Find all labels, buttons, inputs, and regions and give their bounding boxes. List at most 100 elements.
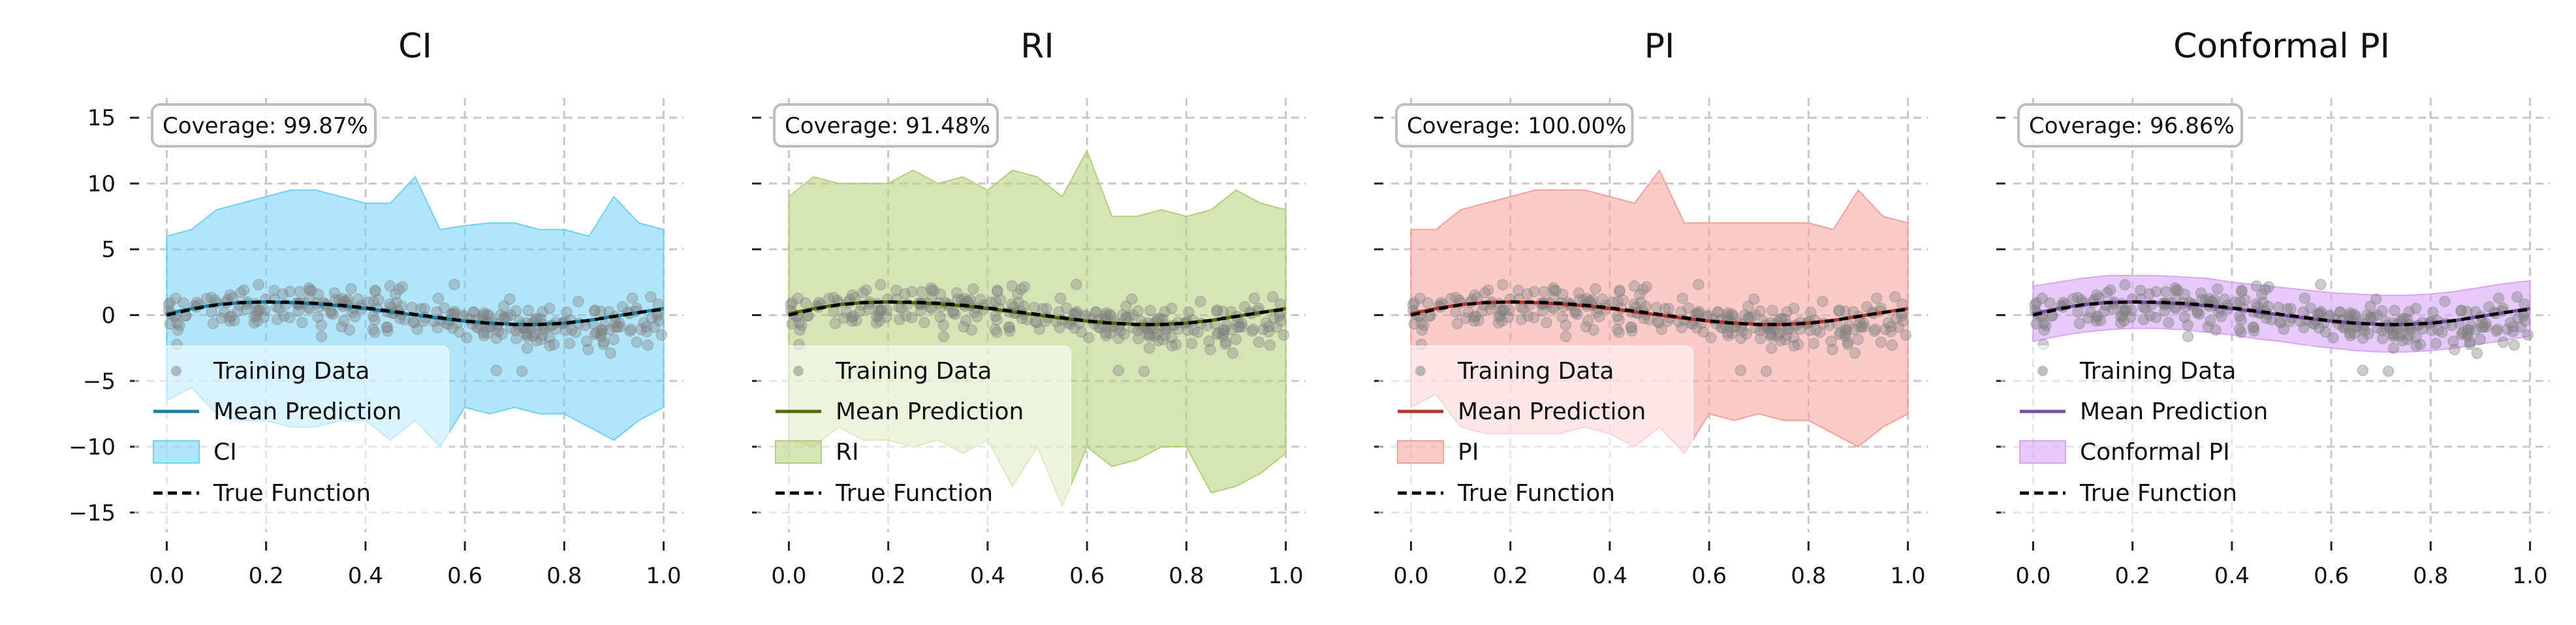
training-point (631, 336, 643, 348)
training-point (1746, 311, 1757, 323)
training-point (510, 332, 522, 345)
training-point (2348, 308, 2360, 321)
training-point (1839, 327, 1851, 340)
training-point (1227, 347, 1239, 359)
training-point (1722, 307, 1735, 319)
training-point (1780, 334, 1791, 345)
training-point (496, 328, 508, 340)
training-point (529, 328, 541, 340)
training-point (2376, 305, 2389, 317)
training-point (467, 306, 480, 318)
training-point (589, 304, 601, 316)
training-point (845, 311, 858, 323)
training-point (1556, 311, 1568, 323)
training-point (2403, 306, 2415, 318)
training-point (1476, 305, 1488, 317)
training-point (595, 306, 607, 317)
training-point (548, 338, 560, 351)
training-point (312, 311, 324, 323)
training-point (537, 329, 548, 342)
training-point (916, 285, 928, 298)
training-point (1060, 302, 1073, 314)
training-point (368, 296, 380, 308)
training-point (390, 296, 403, 308)
training-point (1513, 284, 1524, 296)
training-point (215, 312, 228, 324)
training-point (478, 307, 490, 319)
training-point (1018, 281, 1030, 293)
training-point (1521, 288, 1533, 300)
training-point (349, 311, 361, 323)
x-tick-label: 0.8 (546, 563, 582, 589)
training-point (1869, 323, 1881, 336)
training-point (543, 302, 556, 315)
panel-title: Conformal PI (2173, 27, 2390, 66)
training-point (2396, 334, 2409, 347)
training-point (1522, 310, 1534, 322)
training-point (251, 304, 263, 317)
training-point (2410, 302, 2422, 315)
training-point (178, 296, 189, 309)
legend-frame (2001, 345, 2316, 523)
training-point (1765, 329, 1777, 340)
training-point (284, 285, 296, 298)
training-point (2515, 321, 2527, 333)
training-point (1498, 304, 1510, 315)
training-point (1469, 289, 1481, 301)
training-point (1468, 311, 1480, 323)
training-point (2511, 291, 2523, 303)
y-tick-label: −10 (69, 434, 116, 460)
training-point (2233, 323, 2246, 336)
training-point (2455, 329, 2468, 340)
training-point (1861, 301, 1873, 313)
training-point (1004, 325, 1016, 337)
legend: Training Data Mean Prediction Conformal PI… (2001, 345, 2316, 523)
training-point (381, 321, 394, 334)
training-point (296, 317, 308, 329)
training-point (1159, 306, 1171, 318)
training-point (960, 315, 972, 327)
training-point (1882, 317, 1894, 329)
training-point (1742, 300, 1754, 312)
training-point (1132, 305, 1144, 317)
training-point (1765, 329, 1778, 340)
true-function-line (788, 300, 1286, 327)
training-point (919, 317, 930, 329)
training-point (595, 323, 608, 336)
training-point (1538, 285, 1550, 298)
training-point (1736, 325, 1749, 337)
training-point (1614, 285, 1626, 298)
training-point (343, 324, 355, 336)
training-point (2480, 317, 2492, 329)
training-point (1496, 315, 1508, 327)
training-point (928, 285, 940, 296)
panel-title: RI (1020, 27, 1054, 66)
training-point (614, 321, 626, 333)
training-point (2210, 324, 2222, 336)
training-point (495, 309, 507, 321)
training-point (2387, 342, 2400, 354)
training-point (1697, 326, 1710, 338)
training-point (616, 301, 629, 313)
training-point (1597, 293, 1609, 305)
training-point (949, 308, 961, 320)
training-point (2144, 310, 2156, 322)
training-point (604, 324, 616, 336)
training-point (415, 303, 427, 315)
training-point (872, 310, 885, 321)
training-point (2092, 310, 2104, 322)
training-point (596, 324, 608, 336)
training-point (490, 364, 503, 376)
training-point (2095, 315, 2107, 327)
training-point (905, 312, 918, 324)
training-point (1407, 298, 1419, 311)
coverage-text: Coverage: 99.87% (163, 113, 368, 139)
training-point (1013, 296, 1025, 308)
training-point (1143, 342, 1155, 354)
training-point (2483, 301, 2495, 313)
training-point (2150, 285, 2162, 298)
training-point (2464, 338, 2476, 351)
training-point (438, 302, 450, 314)
training-point (2502, 323, 2513, 336)
training-point (2455, 304, 2468, 316)
